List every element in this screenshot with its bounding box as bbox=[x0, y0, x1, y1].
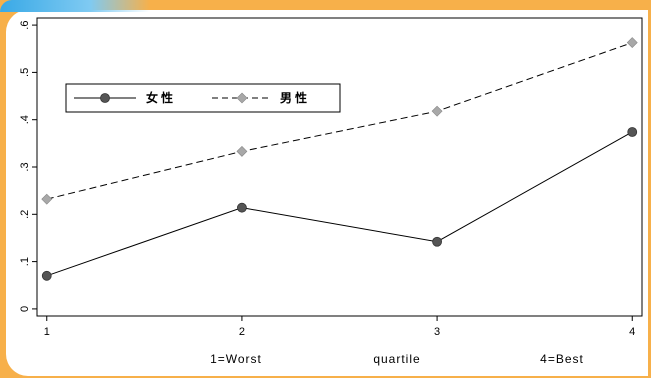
y-axis: 0 .1 .2 .3 .4 .5 .6 bbox=[19, 21, 37, 312]
x-tick-label: 4 bbox=[629, 326, 635, 338]
data-point-series-0 bbox=[432, 236, 442, 247]
x-annotation-best: 4=Best bbox=[540, 352, 584, 366]
data-point-series-0 bbox=[41, 270, 52, 281]
legend: 女性 男性 bbox=[65, 83, 341, 113]
data-point-series-0 bbox=[237, 202, 247, 213]
data-point-series-0 bbox=[627, 127, 638, 137]
chart-panel bbox=[6, 10, 648, 376]
legend-marker-series-1 bbox=[236, 92, 248, 104]
y-tick-label: .2 bbox=[19, 210, 31, 219]
legend-marker-series-0 bbox=[100, 93, 110, 103]
y-tick-label: .5 bbox=[19, 68, 31, 77]
corner-accent bbox=[0, 0, 150, 12]
series-line-0 bbox=[46, 131, 633, 277]
legend-label-series-1: 男性 bbox=[280, 90, 310, 105]
x-annotation-worst: 1=Worst bbox=[210, 352, 262, 366]
y-tick-label: .3 bbox=[19, 162, 31, 171]
x-axis: 1 2 3 4 bbox=[44, 316, 635, 338]
data-point-series-1 bbox=[236, 145, 248, 157]
x-tick-label: 1 bbox=[44, 326, 50, 338]
x-tick-label: 3 bbox=[434, 326, 440, 338]
x-annotation-quartile: quartile bbox=[373, 352, 420, 366]
x-tick-label: 2 bbox=[239, 326, 245, 338]
series-layer bbox=[41, 37, 638, 281]
data-point-series-1 bbox=[431, 105, 443, 117]
y-tick-label: .1 bbox=[19, 257, 31, 266]
legend-label-series-0: 女性 bbox=[146, 90, 176, 105]
y-tick-label: .4 bbox=[19, 115, 31, 124]
data-point-series-1 bbox=[626, 37, 638, 49]
y-tick-label: .6 bbox=[19, 21, 31, 30]
plot-area-frame bbox=[36, 17, 643, 317]
series-line-1 bbox=[46, 42, 633, 200]
data-point-series-1 bbox=[41, 193, 53, 205]
y-tick-label: 0 bbox=[19, 306, 31, 312]
